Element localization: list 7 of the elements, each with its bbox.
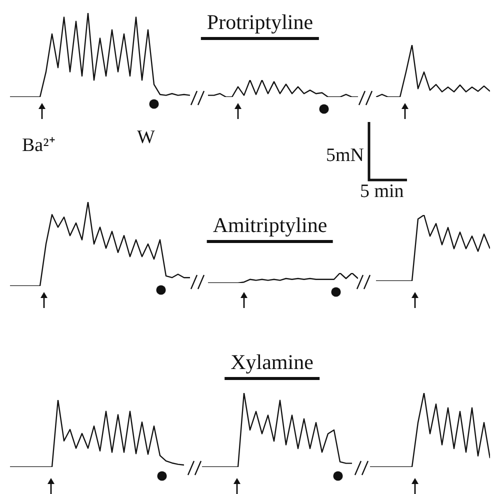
text: Ba²⁺ [22, 135, 55, 156]
chart-title: Protriptyline [200, 10, 320, 40]
text: W [137, 127, 155, 148]
chart-title: Xylamine [224, 350, 320, 380]
text: 5 min [360, 181, 404, 202]
text: 5mN [326, 145, 364, 166]
chart-title: Amitriptyline [206, 213, 334, 243]
